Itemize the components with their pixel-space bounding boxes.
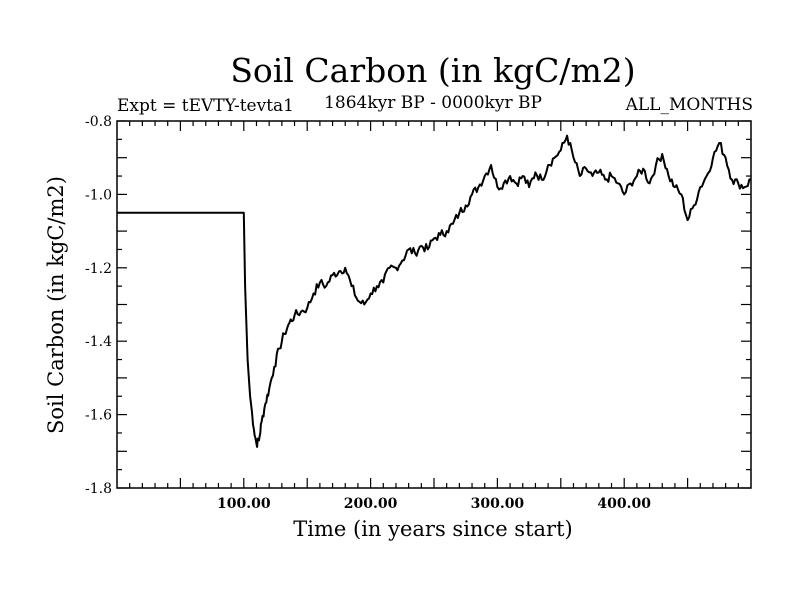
y-tick-label: -1.4 <box>85 334 112 350</box>
y-tick-label: -1.8 <box>85 481 112 497</box>
x-tick-label: 400.00 <box>597 496 651 512</box>
months-label: ALL_MONTHS <box>625 95 753 115</box>
y-tick-label: -0.8 <box>85 114 112 130</box>
chart-title: Soil Carbon (in kgC/m2) <box>230 51 635 90</box>
x-tick-label: 200.00 <box>344 496 398 512</box>
experiment-label: Expt = tEVTY-tevta1 <box>117 96 294 116</box>
x-axis-label: Time (in years since start) <box>293 517 572 541</box>
soil-carbon-line <box>117 134 752 448</box>
period-label: 1864kyr BP - 0000kyr BP <box>324 93 542 113</box>
tick-labels: -0.8 -1.0 -1.2 -1.4 -1.6 -1.8 100.00 200.00 300.… <box>85 114 651 512</box>
x-tick-label: 300.00 <box>471 496 525 512</box>
y-tick-label: -1.6 <box>85 408 112 424</box>
y-tick-label: -1.2 <box>85 261 112 277</box>
y-axis-label: Soil Carbon (in kgC/m2) <box>44 176 68 434</box>
axis-ticks <box>117 120 751 489</box>
plot-frame <box>116 120 752 489</box>
x-tick-label: 100.00 <box>217 496 271 512</box>
y-tick-label: -1.0 <box>85 187 112 203</box>
